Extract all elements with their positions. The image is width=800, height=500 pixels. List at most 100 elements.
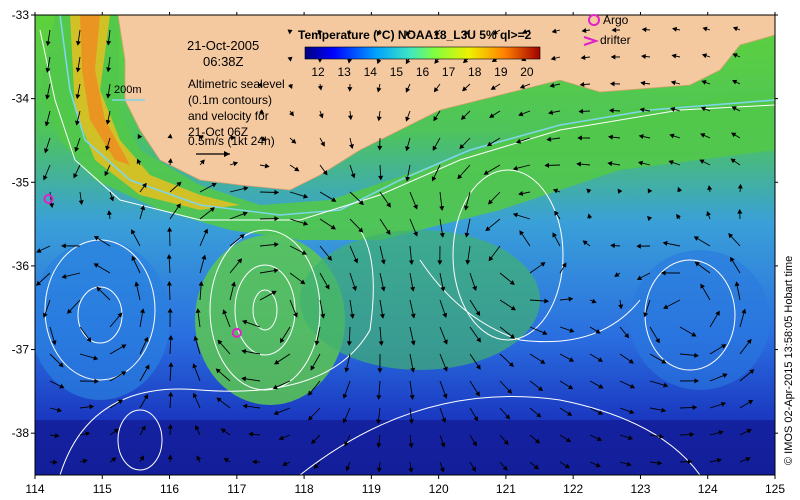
y-tick-label: -34 <box>12 92 30 106</box>
velocity-arrow-head <box>437 260 443 266</box>
velocity-arrow-head <box>457 174 463 180</box>
velocity-arrow-head <box>274 242 279 248</box>
contour-note-line: and velocity for <box>188 109 269 123</box>
velocity-arrow-head <box>353 258 359 264</box>
land-australia <box>117 15 775 191</box>
velocity-arrow-head <box>217 339 223 345</box>
velocity-arrow-head <box>166 280 172 286</box>
velocity-arrow-head <box>410 313 416 319</box>
velocity-arrow-head <box>694 352 699 358</box>
velocity-arrow-head <box>741 308 747 314</box>
x-tick-label: 114 <box>25 482 44 496</box>
velocity-arrow-head <box>75 120 80 126</box>
velocity-arrow-head <box>443 366 448 372</box>
velocity-arrow-head <box>694 261 700 267</box>
velocity-arrow-head <box>106 40 112 46</box>
velocity-arrow-head <box>661 407 667 413</box>
velocity-arrow-head <box>540 262 546 267</box>
velocity-arrow-head <box>483 170 489 175</box>
velocity-arrow-head <box>533 464 539 470</box>
velocity-arrow-head <box>580 55 586 61</box>
velocity-arrow-head <box>232 161 239 167</box>
x-tick-label: 125 <box>765 482 785 496</box>
velocity-arrow-head <box>731 132 737 138</box>
velocity-arrow-head <box>626 461 632 467</box>
y-tick-label: -36 <box>12 259 30 273</box>
velocity-arrow-head <box>676 214 681 220</box>
velocity-arrow-head <box>75 67 81 73</box>
velocity-arrow-head <box>273 410 279 416</box>
velocity-arrow-head <box>581 28 587 34</box>
velocity-arrow-head <box>51 340 57 346</box>
velocity-arrow-head <box>410 340 416 346</box>
velocity-arrow-head <box>378 175 384 181</box>
velocity-arrow-head <box>432 145 438 151</box>
velocity-arrow-head <box>140 308 145 314</box>
velocity-arrow-head <box>376 87 382 93</box>
velocity-arrow-head <box>670 80 676 86</box>
velocity-arrow-head <box>636 275 643 280</box>
velocity-arrow-head <box>405 58 411 65</box>
velocity-arrow-head <box>440 286 446 292</box>
velocity-arrow-head <box>554 210 559 216</box>
velocity-arrow-head <box>636 243 641 249</box>
velocity-arrow-head <box>320 313 326 319</box>
velocity-arrow-head <box>86 337 92 343</box>
velocity-arrow-head <box>737 208 743 214</box>
velocity-arrow-head <box>442 393 448 399</box>
velocity-arrow-head <box>732 79 738 85</box>
y-tick-label: -38 <box>12 426 30 440</box>
velocity-arrow-head <box>45 67 51 73</box>
velocity-arrow-head <box>687 459 693 465</box>
velocity-arrow-head <box>439 232 445 238</box>
velocity-arrow-head <box>203 228 209 234</box>
velocity-arrow-head <box>643 312 649 318</box>
velocity-arrow-head <box>611 27 617 33</box>
velocity-arrow-head <box>721 344 727 349</box>
velocity-arrow-head <box>322 170 328 176</box>
velocity-arrows <box>36 26 755 473</box>
velocity-arrow-head <box>579 82 585 88</box>
velocity-arrow-head <box>121 371 127 376</box>
velocity-arrow-head <box>471 466 476 472</box>
y-axis: -33 -34 -35 -36 -37 -38 <box>12 8 778 440</box>
velocity-arrow-head <box>111 457 117 463</box>
velocity-arrow-head <box>699 159 705 164</box>
velocity-arrow-head <box>248 431 254 437</box>
velocity-arrow-head <box>344 441 349 447</box>
velocity-arrow-head <box>661 358 667 364</box>
y-tick-label: -35 <box>12 175 30 189</box>
velocity-arrow-head <box>307 415 313 421</box>
colorbar-gradient <box>304 46 541 60</box>
velocity-arrow-head <box>700 133 706 138</box>
velocity-arrow-head <box>629 383 636 389</box>
velocity-arrow-head <box>192 363 198 369</box>
x-tick-label: 119 <box>362 482 381 496</box>
velocity-arrow-head <box>610 54 616 60</box>
velocity-arrow-head <box>624 333 630 339</box>
sealevel-contours <box>39 29 775 475</box>
velocity-arrow-head <box>730 158 736 164</box>
velocity-arrow-head <box>330 224 336 230</box>
velocity-arrow-head <box>587 213 593 219</box>
velocity-arrow-head <box>544 298 549 304</box>
velocity-arrow-head <box>540 359 546 364</box>
velocity-arrow-head <box>475 310 481 317</box>
velocity-arrow-head <box>746 428 752 434</box>
velocity-arrow-head <box>706 210 712 217</box>
velocity-arrow-head <box>439 467 445 473</box>
velocity-arrow-head <box>314 340 320 346</box>
velocity-arrow-head <box>94 378 100 384</box>
velocity-arrow-head <box>261 136 267 142</box>
velocity-arrow-head <box>344 367 350 373</box>
colorbar-tick-label: 14 <box>364 65 378 79</box>
velocity-arrow-head <box>274 189 280 195</box>
argo-legend-icon <box>588 14 600 26</box>
velocity-scale-label: 0.5m/s (1kt 24h) <box>188 134 275 148</box>
velocity-arrow-head <box>242 319 248 325</box>
velocity-arrow-head <box>614 272 620 277</box>
velocity-arrow-head <box>405 176 411 182</box>
velocity-arrow-head <box>376 419 382 425</box>
isobath-200m <box>59 15 775 216</box>
velocity-arrow-head <box>405 87 411 93</box>
